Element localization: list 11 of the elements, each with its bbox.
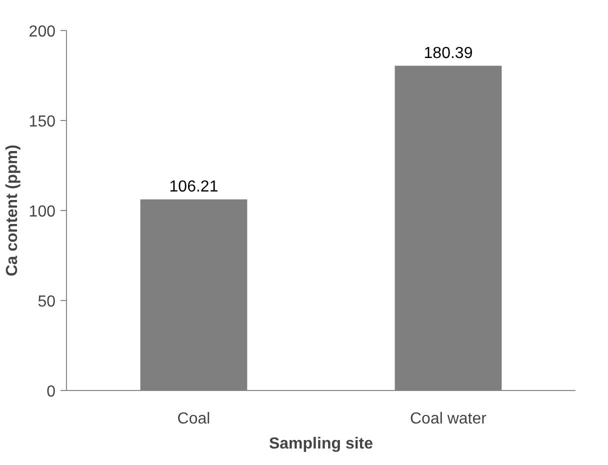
x-tick-label: Coal water [410,410,488,428]
data-label: 106.21 [169,178,218,196]
y-tick-label: 150 [28,114,56,130]
y-tick-label: 50 [38,294,56,310]
y-tick-label: 200 [28,24,56,40]
data-label: 180.39 [424,44,473,62]
y-axis-title: Ca content (ppm) [4,144,21,276]
x-axis-title: Sampling site [268,436,374,452]
y-tick-label: 0 [46,384,56,400]
x-tick-label: Coal [177,410,210,428]
y-tick-label: 100 [28,204,56,220]
